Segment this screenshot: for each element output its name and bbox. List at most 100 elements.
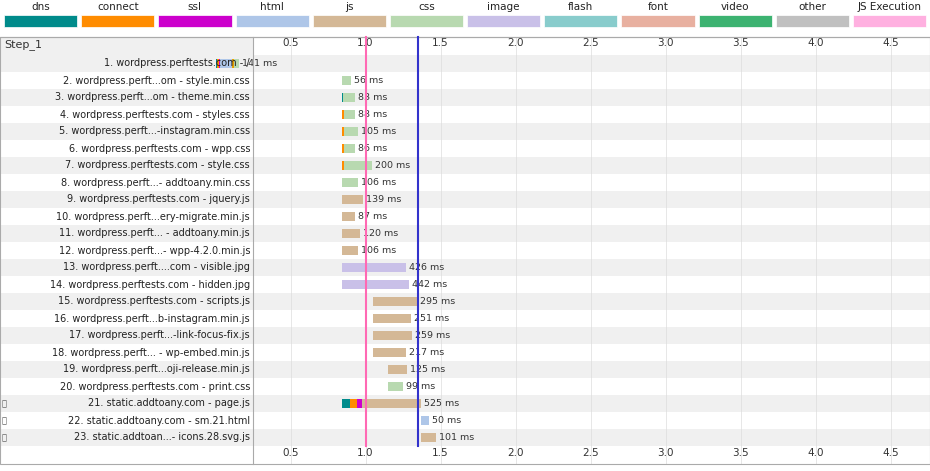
Bar — [621, 15, 695, 27]
Text: 50 ms: 50 ms — [432, 416, 460, 425]
Text: 19. wordpress.perft...oji-release.min.js: 19. wordpress.perft...oji-release.min.js — [63, 365, 250, 374]
Text: 0.5: 0.5 — [282, 38, 299, 48]
Text: 4.5: 4.5 — [883, 448, 898, 458]
Text: 21. static.addtoany.com - page.js: 21. static.addtoany.com - page.js — [88, 398, 250, 408]
Text: 106 ms: 106 ms — [361, 178, 396, 187]
Bar — [342, 280, 408, 289]
Bar — [362, 399, 421, 408]
Bar — [344, 110, 355, 119]
Text: 20. wordpress.perftests.com - print.css: 20. wordpress.perftests.com - print.css — [60, 382, 250, 391]
Bar — [0, 37, 930, 55]
Bar — [342, 93, 343, 102]
Bar — [342, 263, 406, 272]
Text: 525 ms: 525 ms — [424, 399, 459, 408]
Bar — [220, 59, 232, 68]
Bar — [0, 361, 930, 378]
Bar — [0, 140, 930, 157]
Text: 2.0: 2.0 — [507, 38, 524, 48]
Bar — [0, 310, 930, 327]
Bar — [342, 144, 344, 153]
Text: 🔒: 🔒 — [2, 416, 7, 425]
Text: 1. wordpress.perftests.com - /: 1. wordpress.perftests.com - / — [104, 58, 250, 68]
Text: 4. wordpress.perftests.com - styles.css: 4. wordpress.perftests.com - styles.css — [60, 109, 250, 120]
Text: 6. wordpress.perftests.com - wpp.css: 6. wordpress.perftests.com - wpp.css — [69, 144, 250, 154]
Text: 🔒: 🔒 — [2, 433, 7, 442]
Bar — [0, 429, 930, 446]
Text: 106 ms: 106 ms — [361, 246, 396, 255]
Bar — [388, 382, 403, 391]
Bar — [388, 365, 406, 374]
Text: 14. wordpress.perftests.com - hidden.jpg: 14. wordpress.perftests.com - hidden.jpg — [50, 279, 250, 290]
Bar — [373, 297, 418, 306]
Bar — [0, 225, 930, 242]
Text: 1.5: 1.5 — [432, 448, 449, 458]
Text: 3. wordpress.perft...om - theme.min.css: 3. wordpress.perft...om - theme.min.css — [56, 92, 250, 103]
Text: html: html — [260, 2, 284, 12]
Text: 5. wordpress.perft...-instagram.min.css: 5. wordpress.perft...-instagram.min.css — [59, 127, 250, 137]
Bar — [158, 15, 232, 27]
Text: image: image — [487, 2, 520, 12]
Text: 7. wordpress.perftests.com - style.css: 7. wordpress.perftests.com - style.css — [65, 161, 250, 171]
Text: 11. wordpress.perft... - addtoany.min.js: 11. wordpress.perft... - addtoany.min.js — [60, 228, 250, 238]
Text: dns: dns — [32, 2, 50, 12]
Text: 8. wordpress.perft...- addtoany.min.css: 8. wordpress.perft...- addtoany.min.css — [60, 178, 250, 187]
Bar — [0, 106, 930, 123]
Text: 3.5: 3.5 — [732, 448, 749, 458]
Text: 🔒: 🔒 — [2, 399, 7, 408]
Bar — [776, 15, 849, 27]
Bar — [0, 412, 930, 429]
Text: 4.0: 4.0 — [807, 38, 824, 48]
Bar — [0, 344, 930, 361]
Bar — [0, 242, 930, 259]
Text: 2.0: 2.0 — [507, 448, 524, 458]
Text: 16. wordpress.perft...b-instagram.min.js: 16. wordpress.perft...b-instagram.min.js — [54, 314, 250, 324]
Text: 86 ms: 86 ms — [358, 144, 388, 153]
Text: connect: connect — [97, 2, 139, 12]
Bar — [343, 93, 354, 102]
Bar — [342, 399, 350, 408]
Bar — [234, 59, 239, 68]
Text: 295 ms: 295 ms — [420, 297, 456, 306]
Text: 83 ms: 83 ms — [358, 93, 387, 102]
Text: video: video — [721, 2, 750, 12]
Bar — [373, 331, 412, 340]
Bar — [235, 15, 309, 27]
Text: 259 ms: 259 ms — [415, 331, 450, 340]
Bar — [357, 399, 362, 408]
Text: 105 ms: 105 ms — [361, 127, 396, 136]
Bar — [0, 157, 930, 174]
Bar — [344, 127, 358, 136]
Text: 10. wordpress.perft...ery-migrate.min.js: 10. wordpress.perft...ery-migrate.min.js — [57, 211, 250, 221]
Bar — [342, 110, 344, 119]
Text: 125 ms: 125 ms — [410, 365, 445, 374]
Text: 2.5: 2.5 — [582, 448, 599, 458]
Bar — [0, 123, 930, 140]
Text: 23. static.addtoan...- icons.28.svg.js: 23. static.addtoan...- icons.28.svg.js — [74, 432, 250, 442]
Bar — [342, 127, 344, 136]
Bar — [342, 195, 363, 204]
Text: 1.0: 1.0 — [357, 448, 374, 458]
Text: 87 ms: 87 ms — [358, 212, 388, 221]
Bar — [0, 208, 930, 225]
Bar — [0, 174, 930, 191]
Text: 13. wordpress.perft....com - visible.jpg: 13. wordpress.perft....com - visible.jpg — [63, 262, 250, 273]
Text: 3.0: 3.0 — [658, 448, 673, 458]
Text: other: other — [798, 2, 826, 12]
Text: 4.0: 4.0 — [807, 448, 824, 458]
Text: 141 ms: 141 ms — [242, 59, 277, 68]
Text: font: font — [647, 2, 669, 12]
Bar — [0, 327, 930, 344]
Text: js: js — [345, 2, 353, 12]
Bar — [81, 15, 154, 27]
Bar — [232, 59, 234, 68]
Bar — [0, 276, 930, 293]
Text: 12. wordpress.perft...- wpp-4.2.0.min.js: 12. wordpress.perft...- wpp-4.2.0.min.js — [59, 245, 250, 255]
Bar — [467, 15, 540, 27]
Text: 200 ms: 200 ms — [375, 161, 410, 170]
Bar — [342, 76, 351, 85]
Text: 120 ms: 120 ms — [364, 229, 398, 238]
Bar — [373, 314, 411, 323]
Text: 217 ms: 217 ms — [408, 348, 444, 357]
Bar — [373, 348, 405, 357]
Bar — [219, 59, 220, 68]
